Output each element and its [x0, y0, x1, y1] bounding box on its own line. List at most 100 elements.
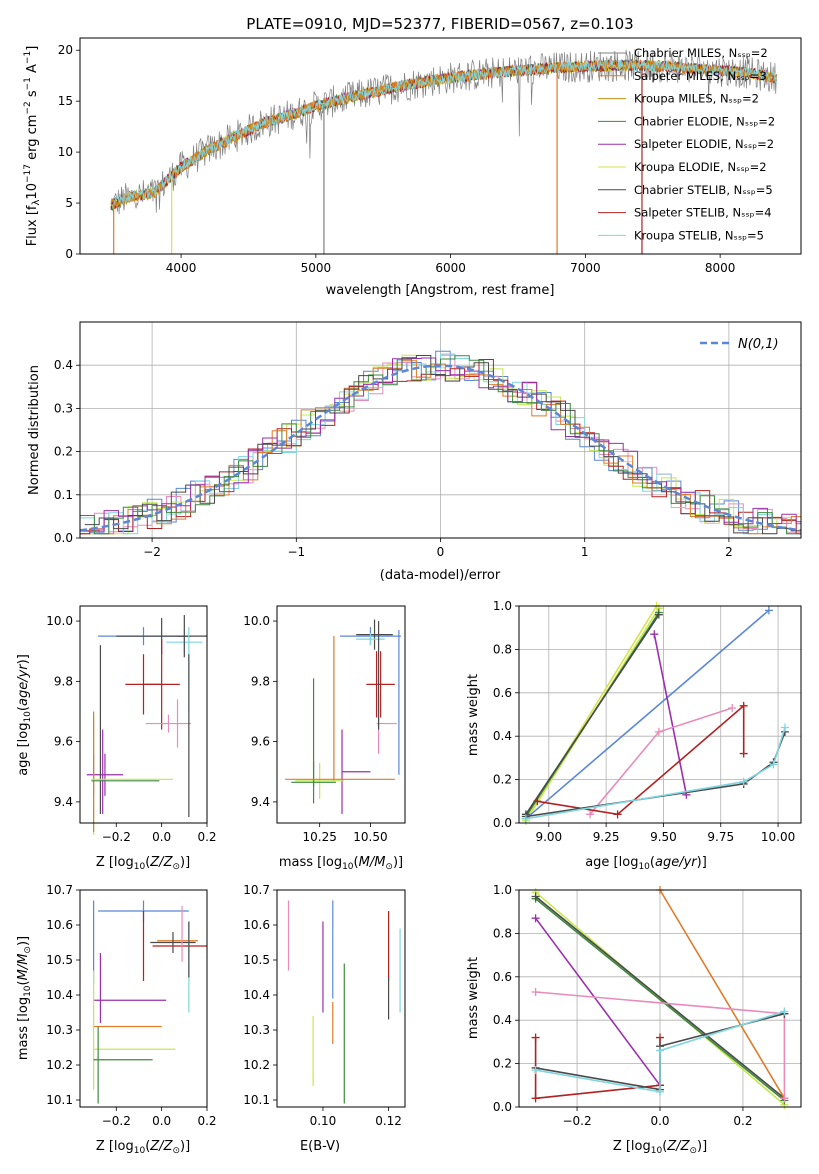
- legend-gaussian-label: N(0,1): [738, 337, 779, 352]
- p7-xlabel: E(B-V): [300, 1139, 340, 1154]
- plus-marker: [586, 810, 595, 819]
- mass-weight-line: [537, 704, 745, 816]
- x-tick-label: 0.0: [650, 1114, 669, 1128]
- mass-weight-line: [535, 895, 785, 1099]
- p3-ylabel: age [log10(age/yr)]: [16, 654, 33, 776]
- gaussian-curve: [79, 364, 802, 532]
- x-tick-label: 9.00: [535, 830, 562, 844]
- p8-xlabel: Z [log10(Z/Z⊙)]: [613, 1139, 707, 1156]
- x-tick-label: 0.0: [152, 830, 171, 844]
- spectrum-ticks: 4000 5000 6000 7000 8000 0 5 10 15 20: [58, 43, 736, 275]
- plus-marker: [780, 1007, 789, 1016]
- y-tick-label: 9.4: [251, 795, 270, 809]
- x-tick-label: 0.0: [152, 1114, 171, 1128]
- y-tick-label: 0: [65, 247, 73, 261]
- y-tick-label: 0.1: [54, 488, 73, 502]
- plus-marker: [656, 1087, 664, 1096]
- p6-ylabel: mass [log10(M/M⊙)]: [16, 936, 33, 1060]
- y-tick-label: 20: [58, 43, 73, 57]
- histogram-legend: N(0,1): [700, 337, 779, 352]
- plus-marker: [654, 610, 663, 619]
- mass-weight-line: [525, 614, 660, 815]
- y-tick-label: 10.3: [243, 1023, 270, 1037]
- y-tick-label: 10.0: [243, 614, 270, 628]
- histogram-ylabel: Normed distribution: [27, 365, 42, 495]
- panel-frame: [79, 889, 208, 1108]
- histogram-step-line: [84, 355, 801, 535]
- x-tick-label: 10.00: [761, 830, 795, 844]
- y-tick-label: 0.0: [493, 1100, 512, 1114]
- x-tick-label: −0.2: [562, 1114, 591, 1128]
- legend-label: Salpeter STELIB, Nₛₛₚ=4: [634, 206, 772, 220]
- x-tick-label: 0.10: [310, 1114, 337, 1128]
- age-vs-mass-panel: 10.25 10.50 9.4 9.6 9.8 10.0: [243, 605, 406, 844]
- plus-marker: [739, 749, 748, 758]
- plus-marker: [656, 1033, 664, 1042]
- x-tick-label: −0.2: [102, 1114, 131, 1128]
- mass-weight-vs-age-panel: 9.00 9.25 9.50 9.75 10.00 0.0 0.2 0.4 0.6 0.8 1.0: [493, 599, 802, 844]
- plus-marker: [780, 1094, 789, 1103]
- panel-frame: [276, 889, 406, 1108]
- plus-marker: [531, 1094, 540, 1103]
- plus-marker: [739, 701, 748, 710]
- y-tick-label: 0.3: [54, 401, 73, 415]
- y-tick-label: 9.8: [54, 674, 73, 688]
- plus-marker: [739, 777, 748, 786]
- plus-marker: [531, 914, 540, 923]
- mass-weight-line: [525, 731, 786, 818]
- spectrum-panel: Chabrier MILES, Nₛₛₚ=2 Salpeter MILES, Nₛ…: [23, 37, 802, 298]
- x-tick-label: 0.2: [197, 830, 216, 844]
- panel-frame: [518, 605, 802, 824]
- legend-label: Kroupa ELODIE, Nₛₛₚ=2: [634, 160, 767, 174]
- y-tick-label: 5: [65, 196, 73, 210]
- age-vs-metallicity-panel: −0.2 0.0 0.2 9.4 9.6 9.8 10.0: [46, 605, 217, 844]
- p6-xlabel: Z [log10(Z/Z⊙)]: [96, 1139, 190, 1156]
- y-tick-label: 10.3: [46, 1023, 73, 1037]
- histogram-step-line: [80, 355, 801, 535]
- plus-marker: [728, 703, 737, 712]
- plus-marker: [769, 760, 778, 769]
- y-tick-label: 0.2: [493, 1057, 512, 1071]
- y-tick-label: 0.8: [493, 926, 512, 940]
- mass-vs-extinction-panel: 0.10 0.12 10.1 10.2 10.3 10.4 10.5 10.6 10.7: [243, 883, 406, 1128]
- plus-marker: [531, 987, 540, 996]
- spectrum-series: [110, 49, 777, 254]
- legend-label: Salpeter ELODIE, Nₛₛₚ=2: [634, 137, 774, 151]
- plus-marker: [531, 892, 540, 901]
- spectrum-series-line: [110, 59, 777, 206]
- histogram-xlabel: (data-model)/error: [380, 568, 501, 583]
- x-tick-label: 8000: [705, 261, 736, 275]
- x-tick-label: 0: [437, 545, 445, 559]
- y-tick-label: 10.6: [46, 918, 73, 932]
- y-tick-label: 15: [58, 94, 73, 108]
- x-tick-label: 5000: [301, 261, 332, 275]
- mass-weight-line: [659, 889, 786, 1099]
- y-tick-label: 10.1: [243, 1093, 270, 1107]
- y-tick-label: 10.2: [243, 1058, 270, 1072]
- y-tick-label: 0.0: [54, 531, 73, 545]
- y-tick-label: 10.1: [46, 1093, 73, 1107]
- y-tick-label: 0.2: [54, 445, 73, 459]
- y-tick-label: 0.6: [493, 970, 512, 984]
- x-tick-label: 6000: [435, 261, 466, 275]
- y-tick-label: 10.5: [243, 953, 270, 967]
- histogram-ticks: −2 −1 0 1 2 0.0 0.1 0.2 0.3 0.4: [54, 358, 733, 559]
- mass-weight-line: [653, 634, 688, 795]
- gaussian-curve-line: [79, 364, 802, 532]
- plus-marker: [650, 630, 659, 639]
- plus-marker: [531, 1066, 540, 1075]
- x-tick-label: 0.12: [375, 1114, 402, 1128]
- x-tick-label: 9.75: [707, 830, 734, 844]
- x-tick-label: 1: [581, 545, 589, 559]
- y-tick-label: 9.8: [251, 674, 270, 688]
- x-tick-label: 9.25: [593, 830, 620, 844]
- mass-vs-metallicity-panel: −0.2 0.0 0.2 10.1 10.2 10.3 10.4 10.5 10.6 10.7: [46, 883, 216, 1128]
- mass-weight-line: [535, 891, 785, 1106]
- plus-marker: [521, 814, 530, 823]
- spectrum-ylabel: Flux [fλ10−17 erg cm−2 s−1 A−1]: [23, 46, 42, 247]
- y-tick-label: 9.6: [251, 735, 270, 749]
- y-tick-label: 9.6: [54, 735, 73, 749]
- plus-marker: [654, 727, 663, 736]
- y-tick-label: 10.6: [243, 918, 270, 932]
